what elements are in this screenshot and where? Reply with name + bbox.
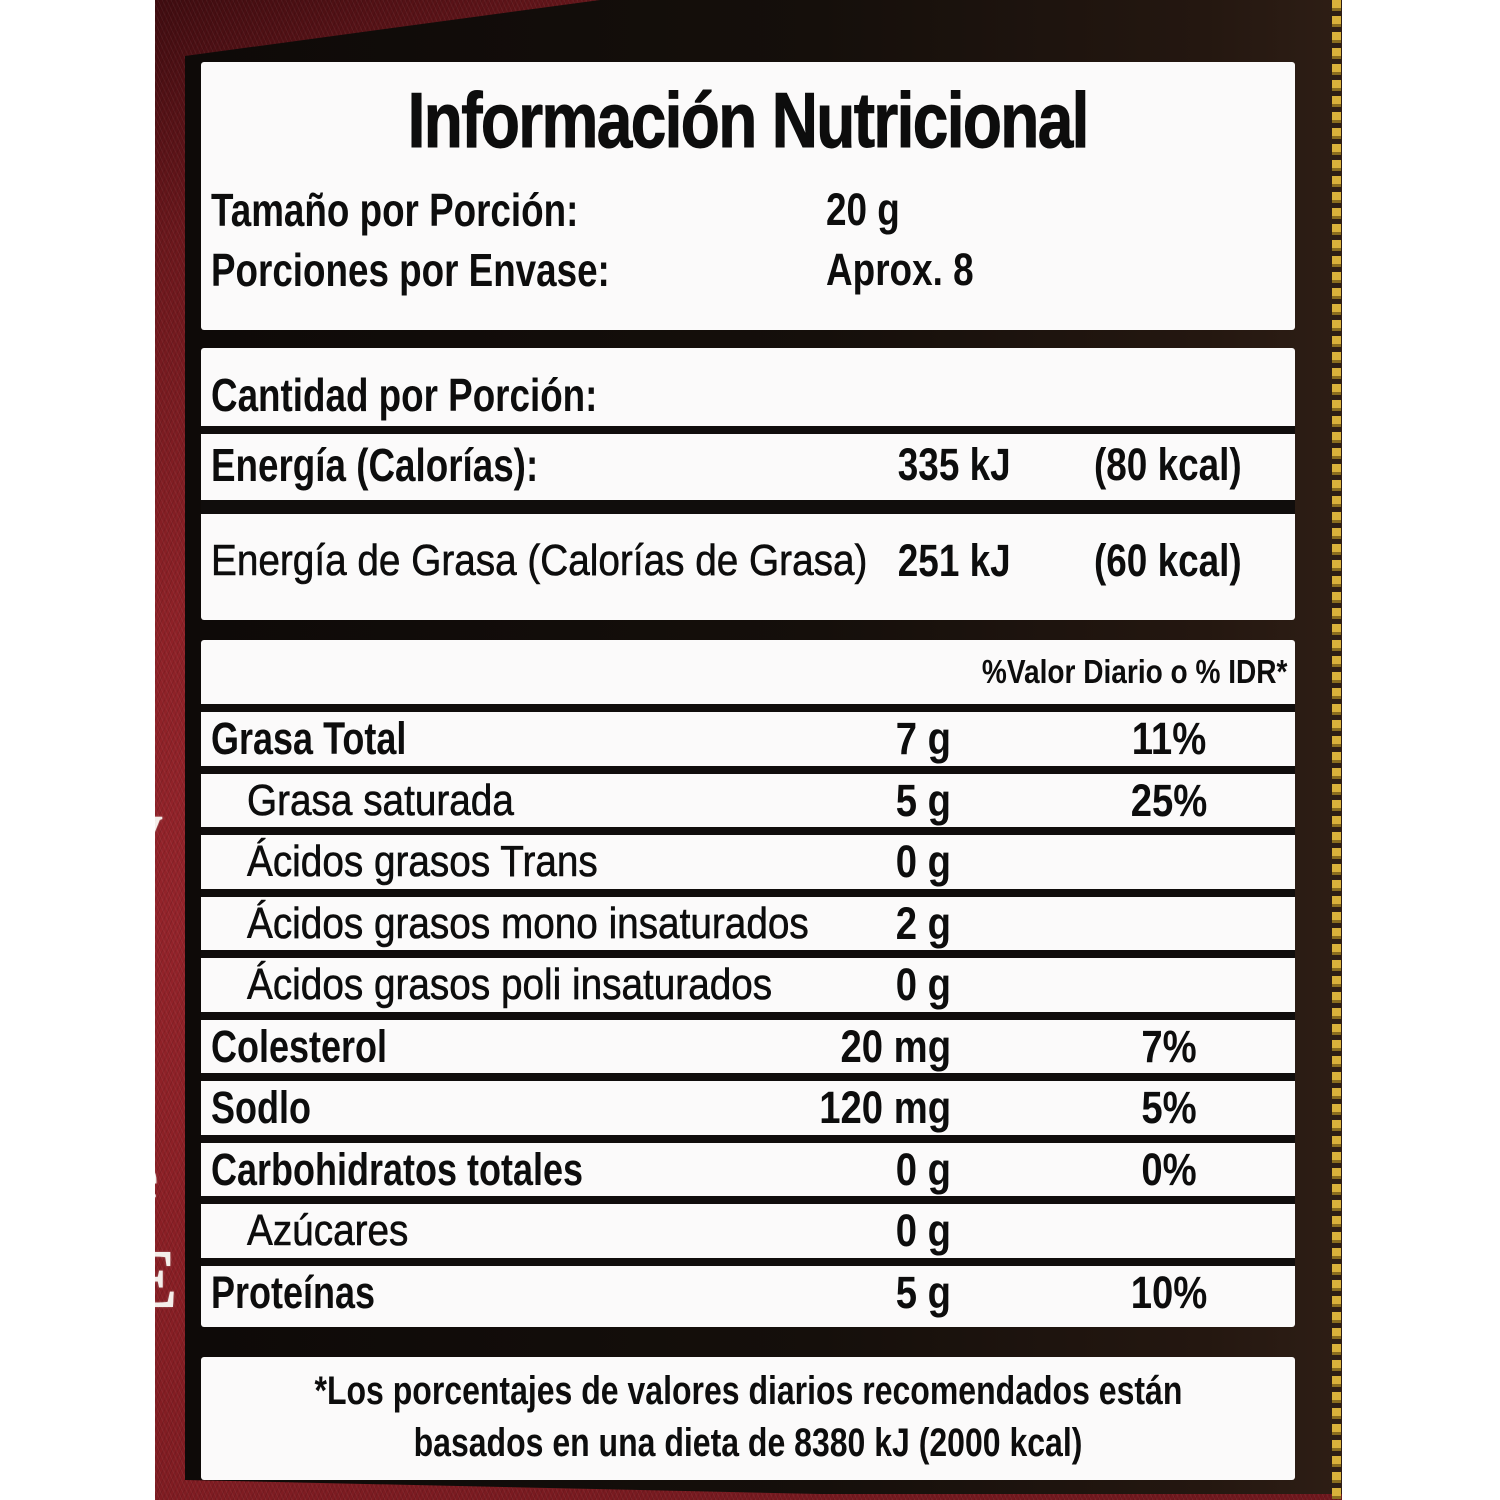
nutrient-dv: 10% bbox=[1130, 1266, 1208, 1318]
label-title: Información Nutricional bbox=[201, 74, 1295, 166]
nutrient-amount: 20 mg bbox=[840, 1020, 951, 1072]
table-row: Ácidos grasos Trans 0 g bbox=[201, 835, 1295, 889]
footnote-line-1: *Los porcentajes de valores diarios reco… bbox=[314, 1369, 1182, 1413]
energy-kcal-value: (80 kcal) bbox=[1094, 439, 1242, 490]
label-black-panel: Información Nutricional Tamaño por Porci… bbox=[185, 0, 1342, 1494]
table-row: Sodlo 120 mg 5% bbox=[201, 1081, 1295, 1135]
divider bbox=[201, 827, 1295, 835]
daily-value-header: %Valor Diario o % IDR* bbox=[981, 653, 1287, 690]
servings-per-container-value: Aprox. 8 bbox=[826, 244, 974, 295]
nutrient-amount: 2 g bbox=[895, 897, 951, 949]
nutrient-label: Ácidos grasos poli insaturados bbox=[247, 960, 773, 1009]
nutrient-dv: 25% bbox=[1130, 774, 1208, 826]
nutrient-amount: 0 g bbox=[895, 1143, 951, 1195]
table-row: Carbohidratos totales 0 g 0% bbox=[201, 1143, 1295, 1197]
footnote-box: *Los porcentajes de valores diarios reco… bbox=[201, 1357, 1295, 1480]
fat-energy-kcal-value: (60 kcal) bbox=[1094, 535, 1242, 586]
energy-label: Energía (Calorías): bbox=[211, 439, 539, 491]
gold-trim-edge bbox=[1332, 0, 1341, 1500]
label-title-text: Información Nutricional bbox=[407, 76, 1089, 164]
divider bbox=[201, 500, 1295, 514]
nutrient-amount: 120 mg bbox=[819, 1082, 951, 1133]
nutrient-label: Sodlo bbox=[211, 1082, 311, 1133]
nutrient-label: Proteínas bbox=[211, 1266, 376, 1318]
nutrient-amount: 0 g bbox=[895, 959, 951, 1010]
nutrient-label: Carbohidratos totales bbox=[211, 1143, 584, 1195]
table-row: Ácidos grasos mono insaturados 2 g bbox=[201, 897, 1295, 951]
nutrient-label: Azúcares bbox=[247, 1206, 409, 1255]
divider bbox=[201, 1196, 1295, 1204]
nutrients-table: Grasa Total 7 g 11% Grasa saturada 5 g 2… bbox=[201, 712, 1295, 1319]
divider bbox=[201, 1135, 1295, 1143]
footnote-line-2: basados en una dieta de 8380 kJ (2000 kc… bbox=[413, 1421, 1083, 1465]
energy-box: Cantidad por Porción: Energía (Calorías)… bbox=[201, 348, 1295, 620]
table-row: Grasa Total 7 g 11% bbox=[201, 712, 1295, 766]
servings-per-container-label: Porciones por Envase: bbox=[211, 244, 610, 296]
fat-energy-label: Energía de Grasa (Calorías de Grasa) bbox=[211, 536, 868, 585]
nutrients-table-box: %Valor Diario o % IDR* Grasa Total 7 g 1… bbox=[201, 640, 1295, 1327]
divider bbox=[201, 889, 1295, 897]
nutrient-label: Colesterol bbox=[211, 1020, 388, 1072]
energy-kj-value: 335 kJ bbox=[898, 439, 1011, 490]
nutrient-amount: 5 g bbox=[895, 1266, 951, 1318]
nutrient-dv: 0% bbox=[1141, 1143, 1197, 1195]
table-row: Ácidos grasos poli insaturados 0 g bbox=[201, 958, 1295, 1012]
serving-size-label: Tamaño por Porción: bbox=[211, 184, 579, 236]
photo-margin-left bbox=[0, 0, 155, 1500]
nutrient-label: Grasa Total bbox=[211, 713, 407, 764]
table-row: Azúcares 0 g bbox=[201, 1204, 1295, 1258]
nutrient-dv: 5% bbox=[1141, 1082, 1197, 1133]
nutrient-amount: 0 g bbox=[895, 836, 951, 887]
divider bbox=[201, 704, 1295, 712]
nutrient-label: Ácidos grasos Trans bbox=[247, 837, 598, 886]
table-row: Proteínas 5 g 10% bbox=[201, 1266, 1295, 1320]
photo-margin-right bbox=[1342, 0, 1500, 1500]
nutrient-amount: 7 g bbox=[895, 713, 951, 764]
nutrient-label: Ácidos grasos mono insaturados bbox=[247, 898, 809, 948]
serving-info-box: Información Nutricional Tamaño por Porci… bbox=[201, 62, 1295, 330]
divider bbox=[201, 950, 1295, 958]
fat-energy-kj-value: 251 kJ bbox=[898, 535, 1011, 586]
nutrient-dv: 7% bbox=[1141, 1020, 1197, 1072]
table-row: Colesterol 20 mg 7% bbox=[201, 1020, 1295, 1074]
nutrient-amount: 0 g bbox=[895, 1205, 951, 1256]
amount-per-serving-header: Cantidad por Porción: bbox=[211, 369, 598, 421]
divider bbox=[201, 1258, 1295, 1266]
nutrient-amount: 5 g bbox=[895, 774, 951, 826]
nutrient-dv: 11% bbox=[1131, 713, 1207, 764]
divider bbox=[201, 1012, 1295, 1020]
divider bbox=[201, 1073, 1295, 1081]
table-row: Grasa saturada 5 g 25% bbox=[201, 774, 1295, 828]
divider bbox=[201, 426, 1295, 434]
nutrient-label: Grasa saturada bbox=[247, 775, 514, 825]
serving-size-value: 20 g bbox=[826, 184, 900, 235]
divider bbox=[201, 766, 1295, 774]
